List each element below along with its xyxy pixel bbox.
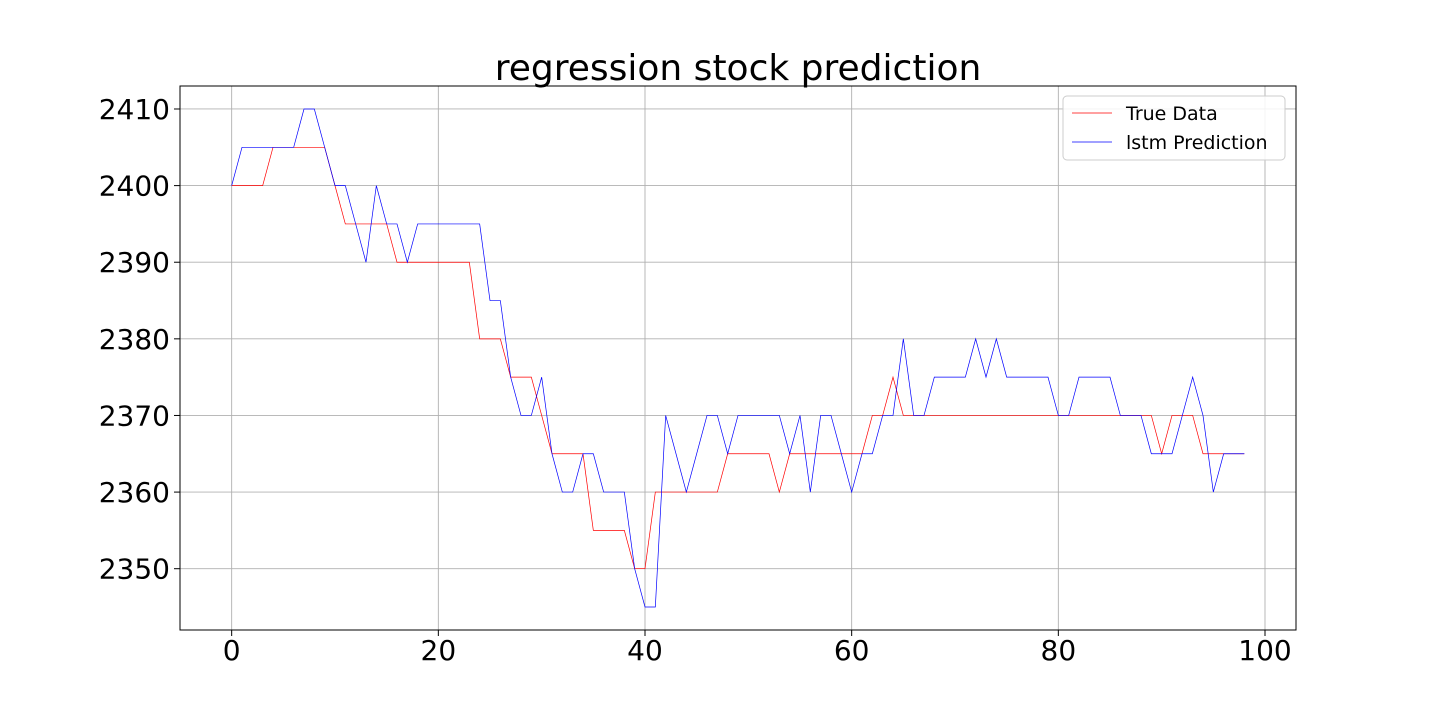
y-tick-label: 2350 bbox=[99, 553, 170, 586]
plot-frame bbox=[179, 85, 1297, 631]
legend-label: True Data bbox=[1125, 103, 1218, 125]
x-tick-label: 20 bbox=[421, 634, 457, 667]
y-axis: 2350 2360 2370 2380 2390 2400 2410 bbox=[99, 93, 180, 586]
grid bbox=[180, 86, 1296, 630]
chart-title: regression stock prediction bbox=[495, 48, 982, 89]
y-tick-label: 2360 bbox=[99, 476, 170, 509]
series-line-lstm-prediction bbox=[231, 108, 1245, 608]
y-tick-label: 2370 bbox=[99, 399, 170, 432]
x-tick-label: 80 bbox=[1041, 634, 1077, 667]
x-axis: 0 20 40 60 80 100 bbox=[223, 630, 1292, 667]
series-layer bbox=[231, 108, 1245, 608]
x-tick-label: 0 bbox=[223, 634, 241, 667]
x-tick-label: 100 bbox=[1238, 634, 1291, 667]
y-tick-label: 2380 bbox=[99, 323, 170, 356]
y-tick-label: 2410 bbox=[99, 93, 170, 126]
y-tick-label: 2400 bbox=[99, 170, 170, 203]
y-tick-label: 2390 bbox=[99, 246, 170, 279]
legend-box bbox=[1062, 95, 1286, 161]
legend: True Data lstm Prediction bbox=[1062, 95, 1286, 161]
series-line-true-data bbox=[231, 146, 1245, 570]
x-tick-label: 40 bbox=[627, 634, 663, 667]
legend-label: lstm Prediction bbox=[1126, 132, 1268, 154]
x-tick-label: 60 bbox=[834, 634, 870, 667]
